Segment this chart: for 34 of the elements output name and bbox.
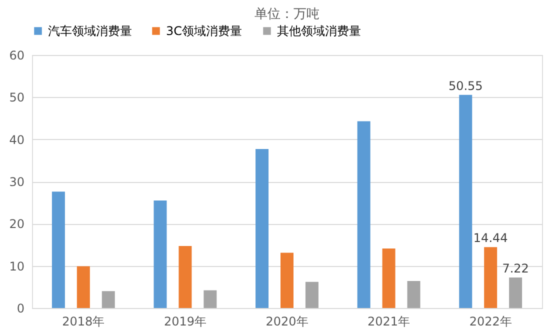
bar bbox=[52, 192, 65, 308]
bar bbox=[102, 291, 115, 308]
bar bbox=[484, 247, 498, 308]
bar bbox=[76, 266, 90, 308]
x-tick-label: 2022年 bbox=[469, 314, 512, 328]
y-tick-label: 40 bbox=[9, 132, 24, 147]
y-tick-label: 0 bbox=[16, 302, 24, 316]
data-label: 14.44 bbox=[473, 231, 508, 246]
data-label: 7.22 bbox=[502, 262, 529, 276]
y-tick-label: 20 bbox=[9, 217, 24, 232]
bar bbox=[178, 246, 192, 308]
x-tick-label: 2020年 bbox=[266, 314, 308, 328]
legend-label: 3C领域消费量 bbox=[166, 24, 242, 38]
chart-title: 单位：万吨 bbox=[254, 7, 320, 22]
legend-label: 汽车领域消费量 bbox=[48, 24, 132, 38]
bar bbox=[154, 200, 167, 308]
bar bbox=[256, 149, 269, 308]
data-label: 50.55 bbox=[448, 78, 483, 93]
bar bbox=[459, 94, 472, 308]
bar bbox=[407, 281, 420, 308]
bar bbox=[305, 282, 318, 308]
y-tick-label: 60 bbox=[9, 48, 24, 62]
bar bbox=[357, 121, 370, 308]
legend-label: 其他领域消费量 bbox=[277, 24, 361, 38]
x-tick-label: 2021年 bbox=[368, 314, 410, 328]
y-tick-label: 10 bbox=[9, 259, 24, 274]
bar bbox=[204, 290, 217, 308]
x-tick-label: 2018年 bbox=[62, 314, 105, 328]
y-tick-label: 50 bbox=[9, 90, 24, 105]
bar bbox=[382, 248, 396, 308]
bar bbox=[509, 278, 522, 308]
bar bbox=[280, 252, 294, 308]
y-tick-label: 30 bbox=[9, 175, 24, 189]
x-tick-label: 2019年 bbox=[164, 314, 206, 328]
